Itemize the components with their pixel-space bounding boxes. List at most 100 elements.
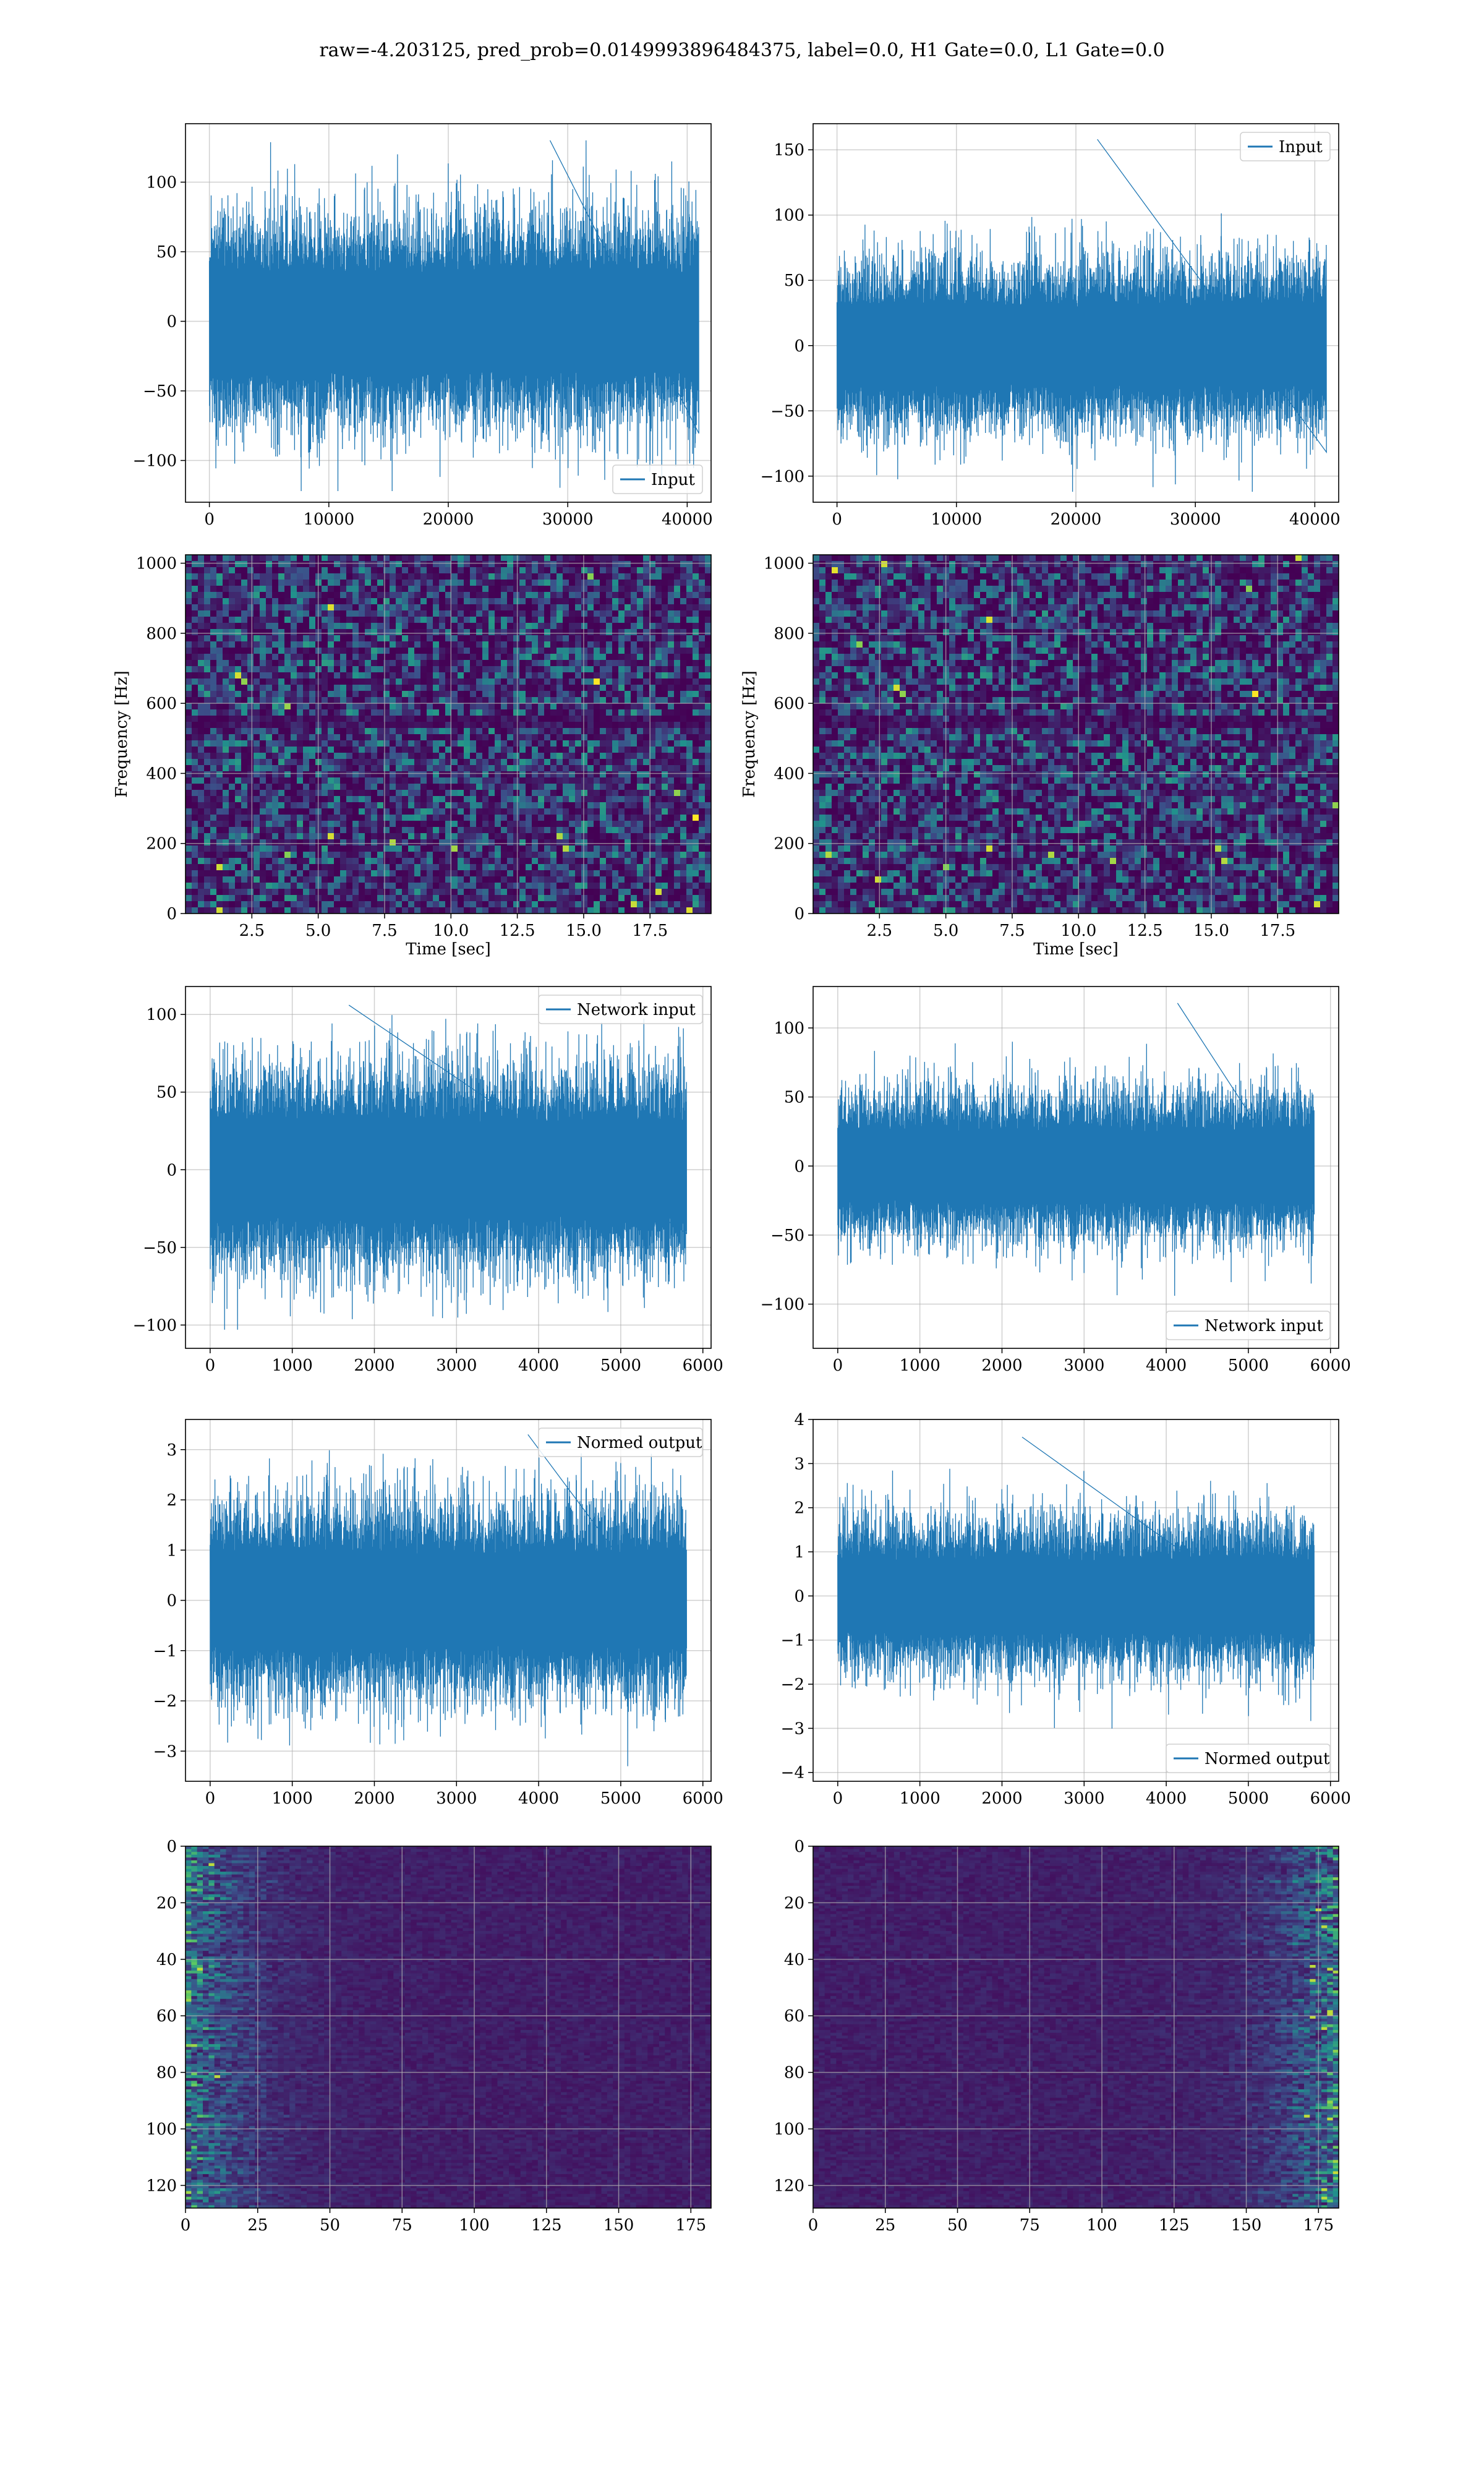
heatmap-cell (377, 697, 384, 704)
heatmap-cell (507, 796, 514, 803)
heatmap-cell (309, 617, 316, 623)
heatmap-cell (284, 827, 291, 834)
heatmap-cell (266, 703, 273, 710)
heatmap-cell (594, 870, 600, 877)
heatmap-cell (649, 821, 656, 828)
heatmap-cell (390, 802, 396, 809)
heatmap-cell (402, 604, 409, 611)
heatmap-cell (625, 734, 631, 741)
heatmap-cell (470, 796, 477, 803)
y-tick-label: 50 (156, 243, 177, 262)
heatmap-cell (488, 901, 495, 908)
heatmap-cell (247, 870, 254, 877)
heatmap-cell (637, 815, 644, 821)
heatmap-cell (507, 802, 514, 809)
figure-title: raw=-4.203125, pred_prob=0.0149993896484… (0, 40, 1484, 61)
heatmap-cell (606, 654, 613, 661)
heatmap-cell (662, 821, 668, 828)
heatmap-cell (216, 598, 223, 605)
heatmap-cell (439, 907, 446, 914)
heatmap-cell (272, 784, 279, 790)
heatmap-cell (328, 697, 335, 704)
heatmap-cell (445, 654, 452, 661)
heatmap-cell (451, 555, 458, 562)
heatmap-cell (649, 815, 656, 821)
heatmap-cell (408, 567, 415, 574)
heatmap-cell (186, 784, 192, 790)
heatmap-cell (278, 641, 285, 648)
heatmap-cell (352, 876, 359, 883)
heatmap-cell (538, 678, 545, 685)
heatmap-cell (550, 895, 557, 902)
heatmap-cell (488, 889, 495, 896)
heatmap-cell (649, 678, 656, 685)
heatmap-cell (414, 580, 421, 586)
heatmap-cell (544, 895, 551, 902)
heatmap-cell (346, 734, 353, 741)
heatmap-cell (210, 839, 217, 846)
heatmap-cell (414, 790, 421, 797)
heatmap-cell (322, 808, 328, 815)
heatmap-cell (260, 876, 267, 883)
heatmap-cell (680, 697, 687, 704)
heatmap-cell (346, 852, 353, 858)
heatmap-cell (600, 561, 607, 568)
heatmap-cell (198, 678, 205, 685)
heatmap-cell (655, 808, 662, 815)
heatmap-cell (612, 876, 619, 883)
heatmap-cell (513, 573, 520, 580)
heatmap-cell (507, 666, 514, 673)
heatmap-cell (637, 678, 644, 685)
heatmap-cell (501, 777, 508, 784)
heatmap-cell (563, 901, 569, 908)
heatmap-cell (451, 604, 458, 611)
heatmap-cell (297, 901, 304, 908)
heatmap-cell (377, 790, 384, 797)
heatmap-cell (328, 771, 335, 778)
heatmap-cell (390, 586, 396, 593)
heatmap-cell (371, 864, 378, 871)
heatmap-cell (408, 580, 415, 586)
heatmap-cell (693, 629, 699, 636)
heatmap-cell (235, 604, 242, 611)
heatmap-cell (223, 790, 229, 797)
heatmap-cell (550, 728, 557, 735)
heatmap-cell (458, 747, 464, 753)
heatmap-cell (575, 610, 582, 617)
heatmap-cell (210, 561, 217, 568)
heatmap-cell (526, 573, 532, 580)
heatmap-cell (328, 790, 335, 797)
heatmap-cell (606, 802, 613, 809)
heatmap-cell (278, 747, 285, 753)
heatmap-cell (297, 883, 304, 889)
heatmap-cell (519, 592, 526, 599)
heatmap-cell (328, 604, 335, 611)
heatmap-cell (705, 709, 711, 716)
heatmap-cell (420, 567, 427, 574)
heatmap-cell (464, 678, 471, 685)
heatmap-cell (501, 623, 508, 630)
heatmap-cell (414, 722, 421, 729)
heatmap-cell (346, 660, 353, 667)
heatmap-cell (519, 753, 526, 760)
heatmap-cell (600, 771, 607, 778)
heatmap-cell (470, 827, 477, 834)
heatmap-cell (241, 716, 248, 722)
heatmap-cell (303, 635, 310, 642)
heatmap-cell (322, 573, 328, 580)
heatmap-cell (402, 747, 409, 753)
heatmap-cell (439, 629, 446, 636)
heatmap-cell (482, 870, 489, 877)
heatmap-cell (513, 666, 520, 673)
heatmap-cell (594, 685, 600, 691)
heatmap-cell (383, 845, 390, 852)
heatmap-cell (439, 586, 446, 593)
heatmap-cell (371, 580, 378, 586)
heatmap-cell (631, 821, 638, 828)
heatmap-cell (322, 610, 328, 617)
heatmap-cell (600, 864, 607, 871)
heatmap-cell (631, 580, 638, 586)
heatmap-cell (513, 580, 520, 586)
heatmap-cell (340, 808, 347, 815)
